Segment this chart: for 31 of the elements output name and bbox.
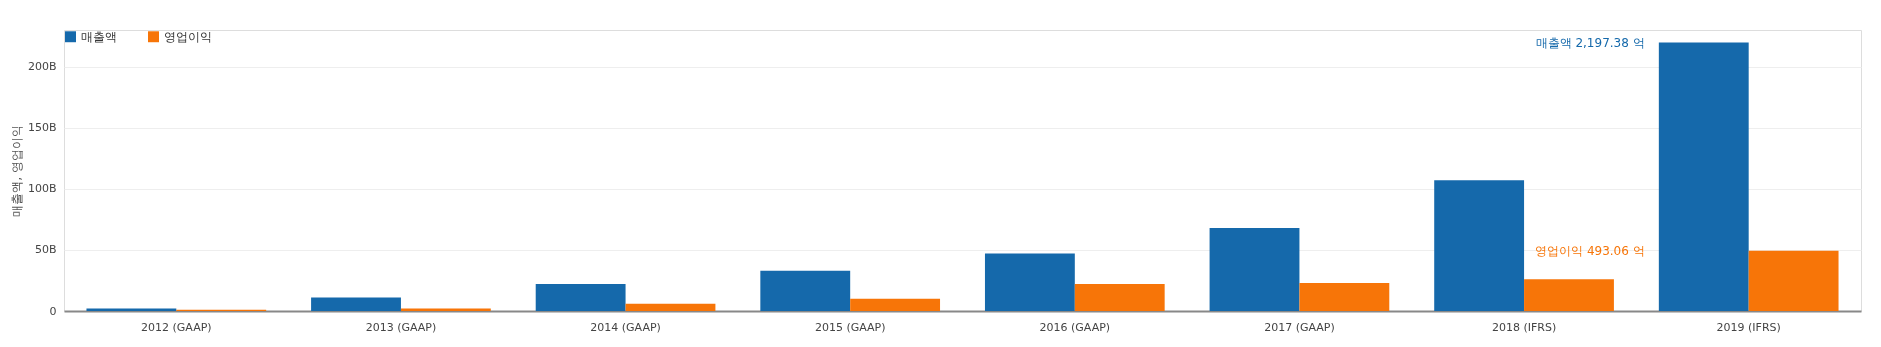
bar [1209,227,1300,311]
x-tick-label: 2018 (IFRS) [1491,320,1557,334]
bar [311,297,401,311]
bar [1748,250,1839,311]
x-tick-label: 2019 (IFRS) [1716,320,1781,334]
y-tick-label: 50B [34,243,57,257]
bar [1524,279,1614,311]
x-tick-label: 2017 (GAAP) [1264,320,1335,334]
x-tick-label: 2014 (GAAP) [590,320,661,334]
legend-label: 매출액 [81,29,117,44]
y-axis-title: 매출액, 영업이익 [9,125,24,217]
y-tick-label: 150B [27,121,57,135]
y-tick-label: 100B [27,182,57,196]
bar [850,298,941,311]
legend-label: 영업이익 [164,29,212,44]
y-tick-label: 0 [49,304,57,318]
x-tick-label: 2015 (GAAP) [814,320,886,334]
y-tick-label: 200B [27,60,57,74]
bar [625,303,716,311]
bar [535,284,626,311]
bar [984,253,1075,311]
bar [760,270,851,311]
bar [1434,180,1525,311]
bar [1074,284,1165,311]
x-tick-label: 2012 (GAAP) [141,320,212,334]
x-tick-label: 2016 (GAAP) [1039,320,1111,334]
x-tick-label: 2013 (GAAP) [365,320,437,334]
annotation: 매출액 2,197.38 억 [1535,35,1645,50]
annotation: 영업이익 493.06 억 [1535,243,1645,258]
bar [1299,282,1390,311]
bar [1658,42,1749,311]
